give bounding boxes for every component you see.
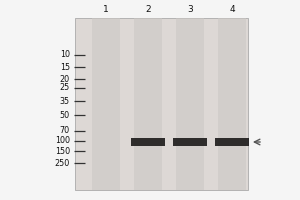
Text: 1: 1 — [103, 5, 109, 15]
Bar — [176, 18, 204, 190]
Text: 4: 4 — [229, 5, 235, 15]
Bar — [215, 138, 249, 146]
Bar — [92, 18, 120, 190]
Text: 250: 250 — [55, 159, 70, 168]
Text: 10: 10 — [60, 50, 70, 59]
Bar — [75, 18, 248, 190]
Text: 100: 100 — [55, 136, 70, 145]
Bar — [134, 18, 162, 190]
Text: 2: 2 — [145, 5, 151, 15]
Text: 50: 50 — [60, 111, 70, 120]
Text: 35: 35 — [60, 97, 70, 106]
Bar — [131, 138, 165, 146]
Text: 25: 25 — [60, 83, 70, 92]
Bar — [218, 18, 246, 190]
Text: 70: 70 — [60, 126, 70, 135]
Bar — [173, 138, 207, 146]
Text: 150: 150 — [55, 147, 70, 156]
Text: 20: 20 — [60, 75, 70, 84]
Text: 15: 15 — [60, 63, 70, 72]
Text: 3: 3 — [187, 5, 193, 15]
